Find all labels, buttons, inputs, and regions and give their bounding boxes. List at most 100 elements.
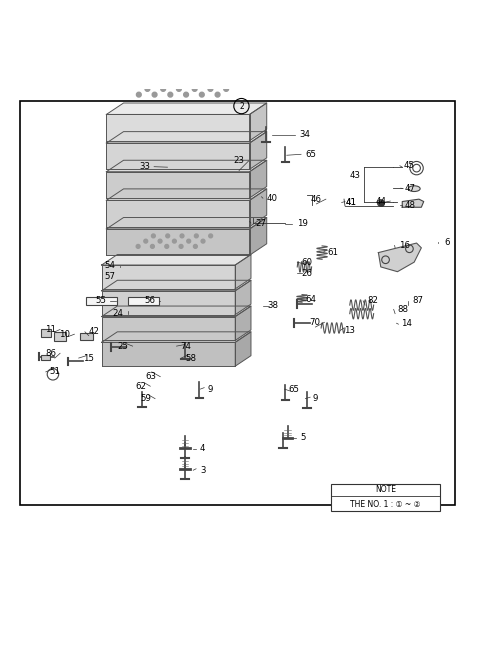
Text: 55: 55 xyxy=(95,297,106,305)
Text: 86: 86 xyxy=(45,349,56,358)
Text: 9: 9 xyxy=(312,394,318,403)
Polygon shape xyxy=(235,306,251,340)
Circle shape xyxy=(192,87,197,91)
Text: 6: 6 xyxy=(445,237,450,247)
Text: 27: 27 xyxy=(255,218,266,228)
Circle shape xyxy=(165,245,168,249)
Circle shape xyxy=(194,234,198,238)
Circle shape xyxy=(144,239,148,243)
Circle shape xyxy=(136,92,141,97)
Circle shape xyxy=(193,245,197,249)
Text: 5: 5 xyxy=(300,433,306,442)
Circle shape xyxy=(161,87,166,91)
Polygon shape xyxy=(102,306,251,317)
Text: 63: 63 xyxy=(145,372,156,381)
Circle shape xyxy=(241,75,246,80)
Circle shape xyxy=(158,239,162,243)
Circle shape xyxy=(187,239,191,243)
Circle shape xyxy=(184,92,189,97)
Text: THE NO. 1 : ① ~ ②: THE NO. 1 : ① ~ ② xyxy=(350,500,421,509)
Text: 34: 34 xyxy=(300,131,311,139)
Text: 33: 33 xyxy=(139,162,150,171)
Polygon shape xyxy=(102,342,235,366)
Circle shape xyxy=(177,87,181,91)
Polygon shape xyxy=(107,160,267,172)
Polygon shape xyxy=(107,229,250,255)
Circle shape xyxy=(180,234,184,238)
Circle shape xyxy=(168,92,173,97)
Text: 82: 82 xyxy=(367,297,378,305)
Bar xyxy=(80,333,94,340)
Circle shape xyxy=(154,81,158,85)
Text: 19: 19 xyxy=(297,220,308,228)
Text: 44: 44 xyxy=(375,197,386,205)
Polygon shape xyxy=(102,291,235,315)
Circle shape xyxy=(225,75,230,80)
Text: 48: 48 xyxy=(404,201,415,210)
Text: 42: 42 xyxy=(89,327,100,337)
Text: NOTE: NOTE xyxy=(375,485,396,495)
Circle shape xyxy=(208,87,213,91)
Bar xyxy=(331,483,441,511)
Polygon shape xyxy=(107,103,267,114)
Circle shape xyxy=(201,239,205,243)
Text: 2: 2 xyxy=(239,102,244,111)
Polygon shape xyxy=(102,265,235,289)
Circle shape xyxy=(216,81,221,85)
Text: 58: 58 xyxy=(185,354,196,363)
Polygon shape xyxy=(102,280,251,291)
Text: 59: 59 xyxy=(140,394,151,403)
Circle shape xyxy=(201,81,205,85)
Text: 3: 3 xyxy=(200,466,205,475)
Text: 65: 65 xyxy=(288,384,300,394)
Polygon shape xyxy=(107,200,250,226)
Text: 40: 40 xyxy=(267,194,278,203)
Circle shape xyxy=(178,75,183,80)
Polygon shape xyxy=(250,160,267,198)
Circle shape xyxy=(166,234,169,238)
Text: 23: 23 xyxy=(234,157,244,165)
Text: 26: 26 xyxy=(301,268,312,277)
Bar xyxy=(21,101,455,504)
Polygon shape xyxy=(107,218,267,229)
Circle shape xyxy=(199,92,204,97)
Polygon shape xyxy=(107,114,250,140)
Polygon shape xyxy=(250,132,267,169)
Text: 15: 15 xyxy=(83,354,94,363)
Text: 11: 11 xyxy=(45,325,56,334)
Polygon shape xyxy=(107,143,250,169)
Text: 9: 9 xyxy=(207,384,213,394)
Text: 41: 41 xyxy=(346,198,357,207)
Text: 65: 65 xyxy=(305,150,316,159)
Circle shape xyxy=(152,234,156,238)
Circle shape xyxy=(194,75,199,80)
Text: 57: 57 xyxy=(105,272,116,281)
Circle shape xyxy=(145,87,150,91)
Polygon shape xyxy=(235,332,251,366)
Text: 61: 61 xyxy=(327,247,338,256)
Circle shape xyxy=(185,81,190,85)
Text: 13: 13 xyxy=(344,326,355,335)
Text: 4: 4 xyxy=(200,444,205,453)
Polygon shape xyxy=(107,132,267,143)
Text: 56: 56 xyxy=(145,297,156,305)
Circle shape xyxy=(224,87,228,91)
Text: 43: 43 xyxy=(350,171,361,180)
Text: 51: 51 xyxy=(50,367,61,377)
Polygon shape xyxy=(235,255,251,289)
Text: 70: 70 xyxy=(310,318,321,327)
Ellipse shape xyxy=(408,186,420,192)
Bar xyxy=(40,329,51,337)
Text: 62: 62 xyxy=(135,382,146,391)
Text: 10: 10 xyxy=(60,330,71,338)
Text: 14: 14 xyxy=(401,319,411,328)
Bar xyxy=(54,333,66,341)
Polygon shape xyxy=(250,103,267,140)
Polygon shape xyxy=(235,280,251,315)
Polygon shape xyxy=(102,332,251,342)
Polygon shape xyxy=(250,189,267,226)
Circle shape xyxy=(232,81,237,85)
Text: 25: 25 xyxy=(118,342,129,351)
Circle shape xyxy=(136,245,140,249)
Bar xyxy=(128,297,159,305)
